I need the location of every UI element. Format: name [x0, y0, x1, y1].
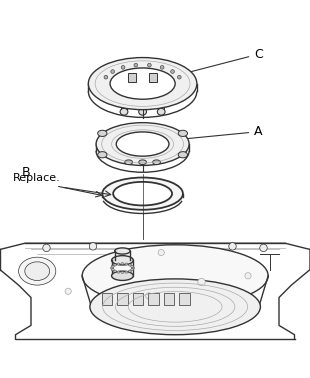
Ellipse shape — [125, 160, 133, 164]
Ellipse shape — [178, 130, 188, 136]
Bar — [179, 293, 190, 305]
Text: Replace.: Replace. — [12, 173, 60, 183]
Ellipse shape — [125, 271, 128, 273]
Circle shape — [111, 70, 114, 73]
Text: A: A — [179, 125, 263, 142]
Circle shape — [160, 65, 164, 69]
Ellipse shape — [112, 256, 133, 265]
Circle shape — [43, 244, 50, 252]
Circle shape — [158, 249, 164, 256]
Circle shape — [198, 278, 205, 286]
Ellipse shape — [116, 132, 169, 156]
Ellipse shape — [121, 263, 124, 265]
Ellipse shape — [153, 160, 161, 164]
Ellipse shape — [128, 264, 131, 266]
Bar — [164, 293, 174, 305]
Ellipse shape — [125, 263, 128, 265]
Circle shape — [146, 293, 152, 299]
Ellipse shape — [120, 108, 128, 115]
Circle shape — [171, 70, 175, 73]
Circle shape — [229, 243, 236, 250]
Bar — [132, 293, 143, 305]
Ellipse shape — [96, 122, 189, 166]
Ellipse shape — [112, 271, 133, 280]
Ellipse shape — [111, 269, 114, 271]
Ellipse shape — [19, 257, 56, 285]
Ellipse shape — [82, 245, 268, 307]
Ellipse shape — [128, 270, 131, 272]
Ellipse shape — [88, 57, 197, 110]
Ellipse shape — [139, 108, 146, 115]
Ellipse shape — [113, 270, 117, 272]
Text: C: C — [179, 48, 263, 76]
Ellipse shape — [117, 263, 120, 265]
Bar — [101, 293, 112, 305]
Circle shape — [65, 288, 71, 294]
Bar — [117, 293, 128, 305]
Ellipse shape — [113, 182, 172, 205]
Bar — [128, 73, 136, 82]
Ellipse shape — [110, 68, 175, 99]
Circle shape — [148, 63, 151, 67]
Ellipse shape — [98, 152, 107, 158]
Circle shape — [89, 243, 97, 250]
Bar — [148, 293, 159, 305]
Ellipse shape — [90, 279, 260, 335]
Ellipse shape — [157, 108, 165, 115]
Circle shape — [121, 65, 125, 69]
Circle shape — [245, 273, 251, 279]
Ellipse shape — [25, 262, 50, 280]
Circle shape — [177, 75, 181, 79]
Ellipse shape — [131, 265, 134, 268]
Ellipse shape — [110, 267, 113, 269]
Ellipse shape — [121, 271, 124, 273]
Ellipse shape — [111, 265, 114, 268]
Ellipse shape — [115, 248, 130, 254]
Ellipse shape — [131, 269, 134, 271]
Ellipse shape — [117, 271, 120, 273]
Circle shape — [260, 244, 267, 252]
Circle shape — [104, 75, 108, 79]
Ellipse shape — [131, 267, 135, 269]
Ellipse shape — [98, 130, 107, 136]
Bar — [149, 73, 157, 82]
Ellipse shape — [178, 152, 188, 158]
Ellipse shape — [102, 178, 183, 210]
Ellipse shape — [139, 160, 146, 164]
Ellipse shape — [113, 264, 117, 266]
Text: B: B — [22, 166, 30, 179]
Circle shape — [134, 63, 138, 67]
